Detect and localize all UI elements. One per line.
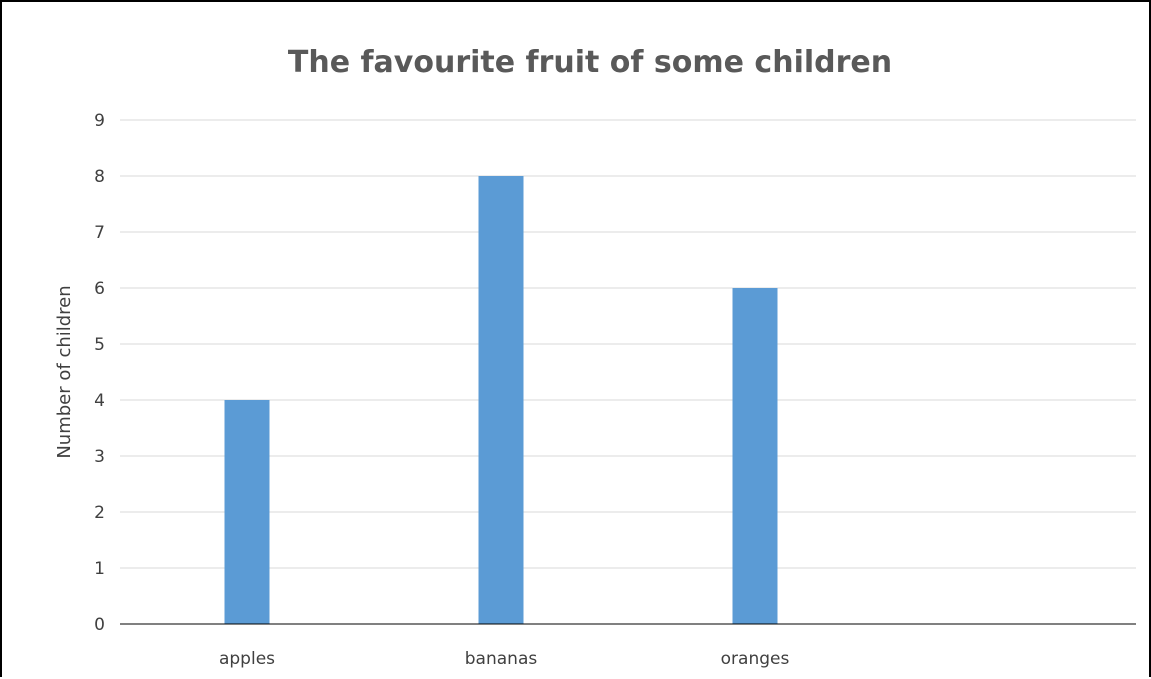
- x-tick-label: bananas: [465, 649, 538, 669]
- bar-oranges: [733, 288, 778, 624]
- bar-apples: [225, 400, 270, 624]
- y-tick-label: 0: [94, 615, 105, 635]
- x-tick-label: apples: [219, 649, 275, 669]
- bar-bananas: [479, 176, 524, 624]
- y-axis-title: Number of children: [54, 285, 75, 458]
- y-axis-ticks: 0 1 2 3 4 5 6 7 8 9: [94, 111, 105, 635]
- chart-title: The favourite fruit of some children: [288, 45, 892, 80]
- gridlines: [120, 120, 1136, 568]
- y-tick-label: 2: [94, 503, 105, 523]
- y-tick-label: 1: [94, 559, 105, 579]
- x-axis-ticks: apples bananas oranges: [219, 649, 790, 669]
- y-tick-label: 4: [94, 391, 105, 411]
- y-tick-label: 5: [94, 335, 105, 355]
- y-tick-label: 9: [94, 111, 105, 131]
- x-tick-label: oranges: [721, 649, 790, 669]
- y-tick-label: 8: [94, 167, 105, 187]
- y-tick-label: 7: [94, 223, 105, 243]
- y-tick-label: 6: [94, 279, 105, 299]
- y-tick-label: 3: [94, 447, 105, 467]
